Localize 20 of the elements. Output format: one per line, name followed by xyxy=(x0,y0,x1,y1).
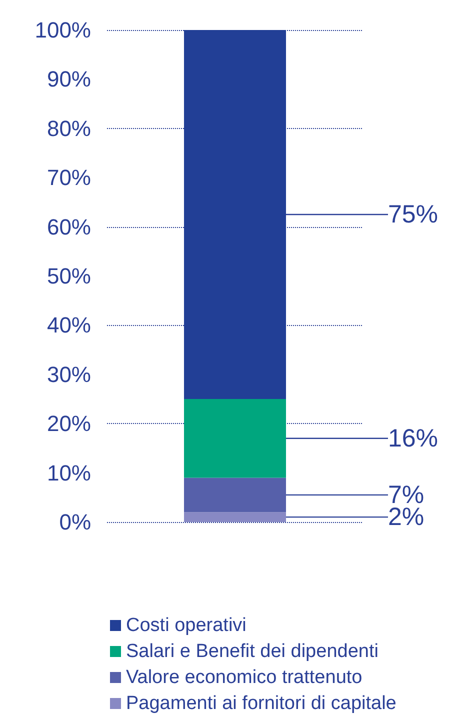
y-tick-label: 80% xyxy=(46,116,91,141)
y-tick-label: 50% xyxy=(46,264,91,288)
y-tick-label: 10% xyxy=(46,460,91,486)
y-tick-label: 90% xyxy=(46,66,91,92)
data-label: 75% xyxy=(388,200,438,228)
legend-label: Pagamenti ai fornitori di capitale xyxy=(126,693,396,714)
y-tick-label: 60% xyxy=(46,214,91,240)
data-label: 16% xyxy=(388,424,438,452)
y-tick-label: 40% xyxy=(46,312,91,338)
legend-label: Valore economico trattenuto xyxy=(126,667,362,688)
y-tick-label: 0% xyxy=(59,510,91,534)
legend-label: Costi operativi xyxy=(126,615,246,636)
y-tick-label: 30% xyxy=(46,362,91,387)
bar xyxy=(184,512,286,522)
bar xyxy=(184,399,286,478)
y-tick-label: 70% xyxy=(46,165,91,190)
bar xyxy=(184,478,286,512)
y-tick-label: 100% xyxy=(34,18,91,42)
y-tick-label: 20% xyxy=(46,411,91,436)
legend-label: Salari e Benefit dei dipendenti xyxy=(126,641,378,662)
